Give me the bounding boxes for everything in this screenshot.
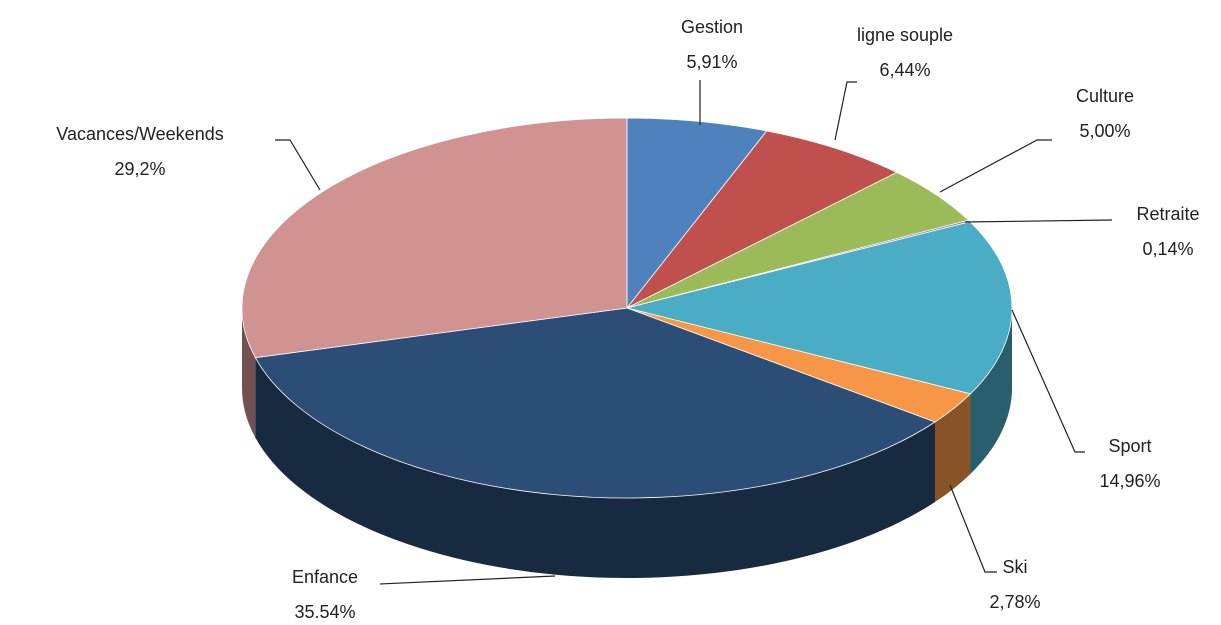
- slice-label: ligne souple: [857, 25, 953, 45]
- slice-label: Retraite: [1136, 204, 1199, 224]
- slice-label: Enfance: [292, 567, 358, 587]
- leader-line: [379, 575, 556, 585]
- pie-slice: [254, 307, 936, 499]
- slice-value-label: 29,2%: [114, 159, 165, 179]
- leader-line: [1011, 309, 1085, 453]
- pie-slice: [626, 117, 768, 310]
- leader-line: [964, 219, 1113, 223]
- pie-slice: [241, 117, 628, 359]
- pie-slice-side: [242, 308, 256, 438]
- leader-line: [949, 484, 997, 573]
- leader-line: [834, 81, 857, 141]
- slice-label: Ski: [1002, 557, 1027, 577]
- pie-slice: [626, 221, 1013, 395]
- slice-label: Sport: [1108, 436, 1151, 456]
- slice-label: Vacances/Weekends: [56, 124, 223, 144]
- slice-value-label: 5,91%: [686, 52, 737, 72]
- slice-value-label: 5,00%: [1079, 121, 1130, 141]
- slice-value-label: 0,14%: [1142, 239, 1193, 259]
- pie-slice-side: [255, 357, 936, 578]
- slice-value-label: 35.54%: [294, 602, 355, 622]
- leader-line: [275, 139, 321, 191]
- leader-line: [939, 139, 1052, 193]
- slice-value-label: 14,96%: [1099, 471, 1160, 491]
- slice-label: Culture: [1076, 86, 1134, 106]
- slice-value-label: 2,78%: [989, 592, 1040, 612]
- slice-value-label: 6,44%: [879, 60, 930, 80]
- pie-slice: [626, 130, 898, 309]
- pie-slice-side: [970, 308, 1012, 474]
- pie-slice-side: [935, 393, 971, 502]
- slice-label: Gestion: [681, 17, 743, 37]
